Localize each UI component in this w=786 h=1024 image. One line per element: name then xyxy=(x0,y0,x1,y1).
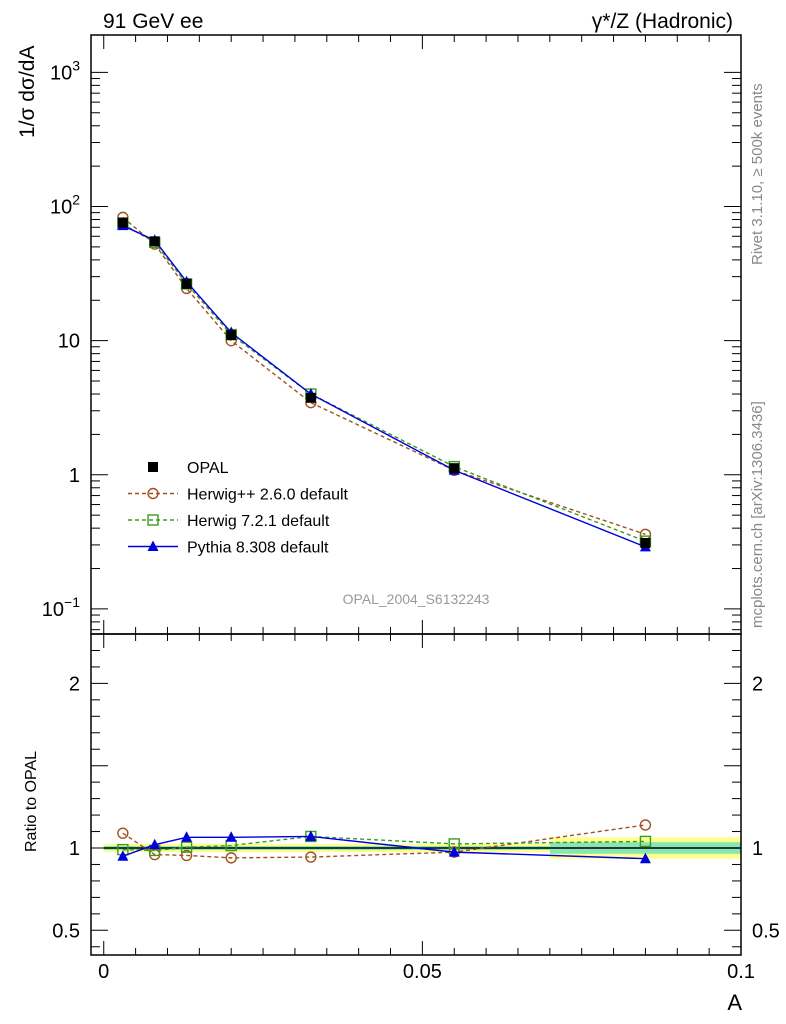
ratio-pythia-8-308-default-point xyxy=(639,852,651,864)
main-y-tick-label: 10 xyxy=(58,331,80,353)
ratio-y-tick-label: 2 xyxy=(69,673,80,695)
main-y-tick-label: 10−1 xyxy=(42,594,80,621)
ratio-y-tick-label: 1 xyxy=(69,838,80,860)
ratio-pythia-8-308-default-point xyxy=(225,831,237,842)
legend-marker xyxy=(147,514,159,526)
ratio-y-tick-label: 0.5 xyxy=(52,920,80,942)
header-left: 91 GeV ee xyxy=(103,10,203,33)
legend-label: Herwig 7.2.1 default xyxy=(187,513,330,530)
main-opal-point xyxy=(117,217,128,228)
main-opal-point xyxy=(305,392,316,403)
x-axis-label: A xyxy=(727,990,742,1015)
ratio-panel: 0 0.05 0.1 2 2 1 1 0.5 0.5 xyxy=(52,633,780,983)
header-right: γ*/Z (Hadronic) xyxy=(592,10,733,33)
ratio-herwig-2-6-0-default-point xyxy=(117,827,129,839)
legend-label: Herwig++ 2.6.0 default xyxy=(187,487,349,504)
ratio-pythia-8-308-default-point xyxy=(181,831,193,842)
legend-marker xyxy=(148,462,158,472)
legend-marker xyxy=(147,540,159,551)
ratio-y-tick-label-right: 1 xyxy=(752,838,763,860)
legend-label: Pythia 8.308 default xyxy=(187,540,329,557)
ratio-herwig-2-6-0-default-point xyxy=(180,849,193,862)
ratio-y-tick-label-right: 0.5 xyxy=(752,920,780,942)
ratio-herwig-2-6-0-default-point xyxy=(639,819,652,831)
main-opal-point xyxy=(149,236,160,247)
ratio-herwig-2-6-0-default-point xyxy=(305,851,317,863)
ratio-frame xyxy=(90,633,742,956)
main-opal-point xyxy=(181,278,192,289)
main-opal-point xyxy=(449,463,460,474)
main-y-tick-label: 1 xyxy=(69,465,80,487)
ratio-pythia-8-308-default-point xyxy=(305,830,317,841)
x-tick-label: 0.1 xyxy=(727,961,755,983)
legend: OPAL Herwig++ 2.6.0 default Herwig 7.2.1 d… xyxy=(128,460,349,557)
legend-label: OPAL xyxy=(187,460,229,477)
rivet-version-label: Rivet 3.1.10, ≥ 500k events xyxy=(749,83,766,265)
main-opal-point xyxy=(226,330,237,341)
main-opal-point xyxy=(640,538,651,549)
main-y-tick-label: 103 xyxy=(50,57,80,84)
ratio-y-tick-label-right: 2 xyxy=(752,673,763,695)
analysis-watermark: OPAL_2004_S6132243 xyxy=(343,591,490,607)
ratio-ylabel: Ratio to OPAL xyxy=(23,751,40,852)
ratio-pythia-8-308-default-point xyxy=(149,838,161,850)
main-ylabel: 1/σ dσ/dA xyxy=(16,46,39,138)
ratio-herwig-7-2-1-default-line xyxy=(122,835,646,852)
main-herwig-2-6-0-default-line xyxy=(122,216,646,535)
ratio-herwig-7-2-1-default-point xyxy=(639,835,652,848)
x-tick-label: 0.05 xyxy=(403,961,442,983)
ratio-pythia-8-308-default-point xyxy=(117,850,129,861)
main-y-tick-label: 102 xyxy=(50,192,80,219)
mcplots-label: mcplots.cern.ch [arXiv:1306.3436] xyxy=(749,401,766,628)
ratio-herwig-2-6-0-default-point xyxy=(225,852,237,864)
ratio-pythia-8-308-default-point xyxy=(448,846,460,857)
x-tick-label: 0 xyxy=(98,961,109,983)
ratio-herwig-7-2-1-default-point xyxy=(180,841,193,853)
legend-marker xyxy=(147,487,159,500)
